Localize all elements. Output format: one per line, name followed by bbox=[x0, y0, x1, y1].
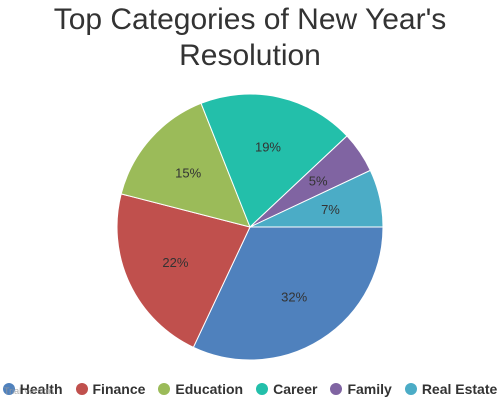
slice-label-health: 32% bbox=[281, 290, 307, 305]
legend-swatch bbox=[158, 383, 171, 395]
legend-swatch bbox=[404, 383, 417, 395]
legend-item-education[interactable]: Education bbox=[158, 381, 243, 397]
legend-label: Education bbox=[175, 381, 244, 397]
pie-slice-finance[interactable] bbox=[116, 193, 251, 349]
chart-title-line-2: Resolution bbox=[179, 39, 321, 72]
legend-item-family[interactable]: Family bbox=[330, 381, 392, 397]
watermark: Trial Version bbox=[4, 386, 54, 396]
legend-label: Career bbox=[273, 381, 318, 397]
legend-label: Finance bbox=[92, 381, 146, 397]
pie-slice-health[interactable] bbox=[192, 226, 384, 361]
slice-label-career: 19% bbox=[255, 140, 281, 155]
pie-slice-career[interactable] bbox=[200, 93, 348, 228]
legend-label: Family bbox=[347, 381, 392, 397]
pie-slice-real-estate[interactable] bbox=[249, 169, 384, 228]
legend-item-health[interactable]: Health bbox=[2, 381, 63, 397]
pie-slice-education[interactable] bbox=[120, 102, 251, 228]
legend-label: Real Estate bbox=[421, 381, 498, 397]
slice-label-education: 15% bbox=[175, 165, 201, 180]
legend: Health Finance Education Career Family Real E… bbox=[0, 380, 500, 398]
chart-title: Top Categories of New Year's Resolution bbox=[0, 2, 500, 74]
legend-item-real-estate[interactable]: Real Estate bbox=[404, 381, 498, 397]
chart-title-line-1: Top Categories of New Year's bbox=[53, 3, 447, 36]
legend-swatch bbox=[2, 383, 15, 395]
legend-label: Health bbox=[19, 381, 63, 397]
slice-label-finance: 22% bbox=[162, 255, 188, 270]
slice-label-family: 5% bbox=[309, 174, 328, 189]
legend-swatch bbox=[330, 383, 343, 395]
legend-item-career[interactable]: Career bbox=[256, 381, 317, 397]
legend-item-finance[interactable]: Finance bbox=[75, 381, 146, 397]
slice-label-real-estate: 7% bbox=[321, 202, 340, 217]
legend-swatch bbox=[256, 383, 269, 395]
legend-swatch bbox=[75, 383, 88, 395]
